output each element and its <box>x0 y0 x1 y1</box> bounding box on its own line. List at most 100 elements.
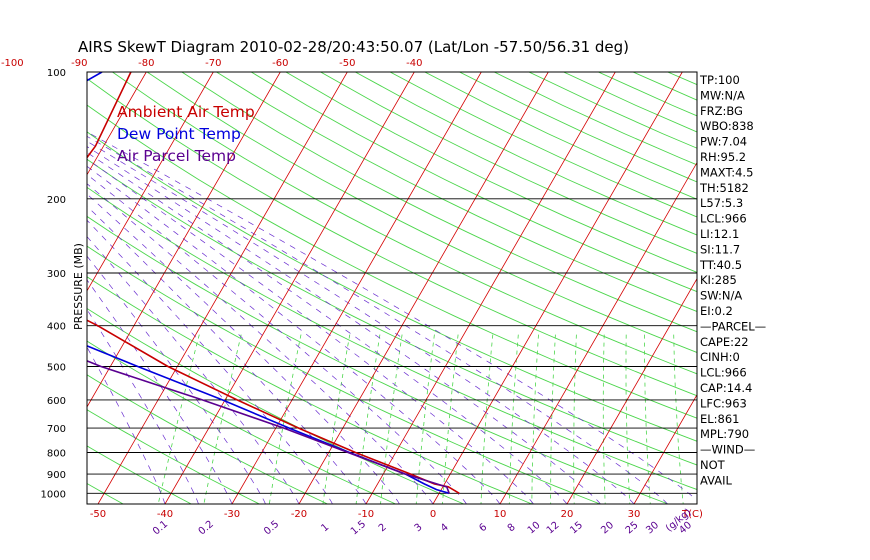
mixing-ratio-line <box>322 334 351 504</box>
stability-index: CAP:14.4 <box>700 381 752 395</box>
dry-adiabat-line <box>87 131 697 442</box>
mixing-ratio-label: 15 <box>568 520 585 537</box>
pressure-tick-label: 400 <box>47 322 66 333</box>
pressure-tick-label: 500 <box>47 363 66 374</box>
mixing-ratio-line <box>602 334 606 504</box>
dry-adiabat-line <box>146 72 697 353</box>
stability-index: —WIND— <box>700 443 755 457</box>
bottom-temperature-tick: -40 <box>157 509 173 520</box>
mixing-ratio-line <box>442 334 459 504</box>
stability-index: AVAIL <box>700 473 733 487</box>
moist-adiabat-line <box>87 219 333 504</box>
top-temperature-tick: -70 <box>205 58 221 69</box>
bottom-temperature-tick: 30 <box>628 509 641 520</box>
pressure-tick-label: 900 <box>47 470 66 481</box>
mixing-ratio-label: 2 <box>377 522 389 535</box>
moist-adiabat-line <box>87 193 400 504</box>
stability-index: —PARCEL— <box>700 319 766 333</box>
isotherm-line <box>566 277 697 504</box>
dry-adiabat-line <box>319 72 697 254</box>
mixing-ratio-label: 1 <box>319 522 331 535</box>
moist-adiabat-line <box>87 152 568 504</box>
isotherm-line <box>87 72 147 176</box>
adiabat-lines <box>87 72 697 504</box>
isotherm-line <box>0 72 79 504</box>
stability-index: SI:11.7 <box>700 242 740 256</box>
dry-adiabat-line <box>87 158 697 466</box>
isotherm-line <box>87 72 281 408</box>
bottom-temperature-tick: 0 <box>430 509 436 520</box>
mixing-ratio-line <box>157 334 200 504</box>
moist-adiabat-line <box>87 158 534 504</box>
mixing-ratio-label: 0.1 <box>151 519 170 538</box>
mixing-ratio-label: 4 <box>439 522 451 535</box>
mixing-ratio-line <box>625 334 631 504</box>
mixing-ratio-label: 0.2 <box>197 519 216 538</box>
dry-adiabat-line <box>354 72 697 236</box>
mixing-ratio-line <box>380 334 403 504</box>
dry-adiabat-line <box>87 340 397 504</box>
isotherm-line <box>231 72 482 504</box>
mixing-ratio-line <box>531 334 539 504</box>
series-line <box>87 72 450 495</box>
isotherm-line <box>164 72 415 504</box>
isotherm-lines <box>0 72 697 504</box>
dry-adiabat-line <box>87 276 533 504</box>
isotherm-line <box>633 394 697 504</box>
pressure-tick-label: 100 <box>47 68 66 79</box>
stability-index: PW:7.04 <box>700 135 747 149</box>
series-line <box>87 360 450 494</box>
dry-adiabat-line <box>250 72 697 293</box>
pressure-tick-label: 800 <box>47 449 66 460</box>
isotherm-line <box>432 72 683 504</box>
bottom-temperature-tick: 20 <box>561 509 574 520</box>
mixing-ratio-labels: 0.1 0.2 0.5 1 1.5 2 3 4 6 8 10 12 15 20 25 30 40 <box>151 519 694 538</box>
legend-entry: Air Parcel Temp <box>117 147 236 165</box>
bottom-temperature-tick: 10 <box>494 509 507 520</box>
stability-index: TH:5182 <box>699 181 749 195</box>
bottom-temperature-tick: -50 <box>90 509 106 520</box>
stability-index: CINH:0 <box>700 350 740 364</box>
dry-adiabat-line <box>87 409 261 504</box>
isotherm-line <box>0 72 12 504</box>
mixing-ratio-label: 8 <box>506 522 518 535</box>
dry-adiabat-line <box>215 72 697 312</box>
dry-adiabat-line <box>285 72 697 273</box>
legend-entry: Dew Point Temp <box>117 125 241 143</box>
moist-adiabat-line <box>87 135 668 504</box>
moist-adiabat-line <box>87 174 467 504</box>
top-temperature-ticks: -120-110-100-90-80-70-60-50-40 <box>1 58 423 69</box>
mixing-ratio-line <box>480 334 494 504</box>
dry-adiabat-line <box>87 374 329 504</box>
dry-adiabat-line <box>87 78 697 397</box>
moist-adiabat-line <box>87 165 501 504</box>
mixing-ratio-line <box>268 334 302 504</box>
stability-index: LCL:966 <box>700 366 747 380</box>
stability-index: MPL:790 <box>700 427 749 441</box>
dry-adiabat-line <box>458 72 697 183</box>
top-temperature-tick: -90 <box>71 58 87 69</box>
mixing-ratio-line <box>673 334 684 504</box>
dry-adiabat-line <box>87 186 697 491</box>
x-unit-label: T(C) <box>681 509 703 520</box>
top-temperature-tick: -40 <box>406 58 422 69</box>
pressure-tick-labels: 100 200 300 400 500 600 700 800 900 1000 <box>41 68 66 500</box>
dry-adiabat-line <box>527 72 697 149</box>
pressure-tick-label: 600 <box>47 396 66 407</box>
stability-index: L57:5.3 <box>700 196 743 210</box>
isotherm-line <box>365 72 616 504</box>
pressure-tick-label: 300 <box>47 269 66 280</box>
stability-index: NOT <box>700 458 726 472</box>
stability-index: EL:861 <box>700 412 740 426</box>
isotherm-line <box>298 72 549 504</box>
mixing-ratio-line <box>203 334 242 504</box>
mixing-ratio-label: 3 <box>413 522 425 535</box>
stability-index: FRZ:BG <box>700 104 743 118</box>
bottom-temperature-tick: -30 <box>224 509 240 520</box>
top-temperature-tick: -80 <box>138 58 154 69</box>
top-temperature-tick: -50 <box>339 58 355 69</box>
mixing-ratio-label: 25 <box>624 520 641 537</box>
stability-index: KI:285 <box>700 273 737 287</box>
y-axis-label: PRESSURE (MB) <box>72 243 85 330</box>
